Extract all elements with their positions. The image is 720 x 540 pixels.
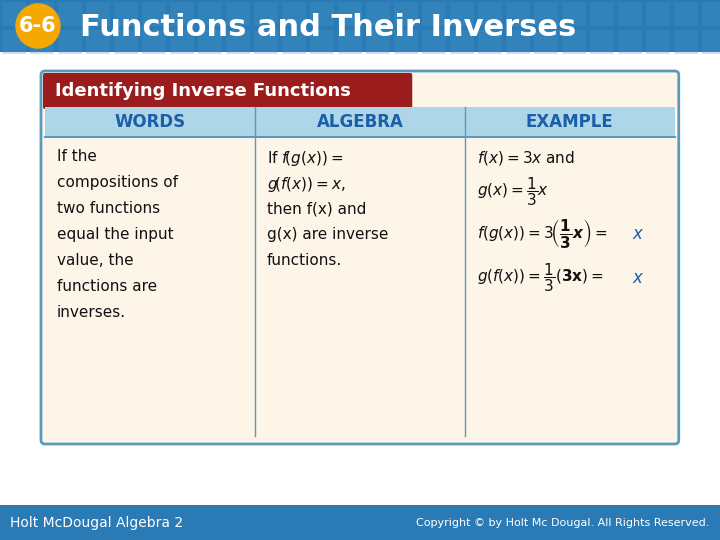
Bar bbox=[142, 2, 166, 26]
Bar bbox=[338, 30, 362, 54]
Bar bbox=[170, 2, 194, 26]
Bar bbox=[170, 30, 194, 54]
Text: compositions of: compositions of bbox=[57, 175, 178, 190]
Bar bbox=[58, 30, 82, 54]
Bar bbox=[702, 30, 720, 54]
Bar bbox=[618, 2, 642, 26]
Text: Holt McDougal Algebra 2: Holt McDougal Algebra 2 bbox=[10, 516, 183, 530]
Text: WORDS: WORDS bbox=[114, 113, 186, 131]
Bar bbox=[30, 2, 54, 26]
Bar bbox=[506, 30, 530, 54]
Bar bbox=[394, 2, 418, 26]
Text: value, the: value, the bbox=[57, 253, 134, 268]
Text: Functions and Their Inverses: Functions and Their Inverses bbox=[80, 14, 576, 43]
FancyBboxPatch shape bbox=[45, 107, 675, 137]
Bar bbox=[478, 30, 502, 54]
Bar bbox=[58, 2, 82, 26]
Bar bbox=[282, 30, 306, 54]
Bar bbox=[478, 2, 502, 26]
Bar bbox=[674, 30, 698, 54]
Bar bbox=[114, 2, 138, 26]
Bar bbox=[198, 30, 222, 54]
Bar bbox=[86, 30, 110, 54]
Text: $x$: $x$ bbox=[631, 269, 644, 287]
Text: 6-6: 6-6 bbox=[19, 16, 57, 36]
FancyBboxPatch shape bbox=[0, 0, 720, 52]
Bar bbox=[338, 2, 362, 26]
Bar bbox=[226, 2, 250, 26]
Bar bbox=[114, 30, 138, 54]
Bar bbox=[562, 2, 586, 26]
Text: $g(x) = \dfrac{1}{3}x$: $g(x) = \dfrac{1}{3}x$ bbox=[477, 175, 549, 208]
Text: Identifying Inverse Functions: Identifying Inverse Functions bbox=[55, 82, 351, 100]
Bar bbox=[366, 30, 390, 54]
Text: two functions: two functions bbox=[57, 201, 160, 216]
Bar bbox=[86, 2, 110, 26]
Text: If $f\!\left(g(x)\right) =$: If $f\!\left(g(x)\right) =$ bbox=[267, 149, 343, 168]
Text: equal the input: equal the input bbox=[57, 227, 174, 242]
Bar bbox=[534, 30, 558, 54]
Bar bbox=[674, 2, 698, 26]
Bar bbox=[590, 30, 613, 54]
Bar bbox=[282, 2, 306, 26]
Bar bbox=[450, 30, 474, 54]
Bar bbox=[422, 30, 446, 54]
Text: $f(g(x)) = 3\!\left(\dfrac{\mathbf{1}}{\mathbf{3}}\boldsymbol{x}\right) = $: $f(g(x)) = 3\!\left(\dfrac{\mathbf{1}}{\… bbox=[477, 217, 607, 249]
FancyBboxPatch shape bbox=[41, 71, 679, 444]
Text: inverses.: inverses. bbox=[57, 305, 126, 320]
Bar bbox=[310, 30, 334, 54]
Bar bbox=[366, 2, 390, 26]
Text: $f(x) = 3x$ and: $f(x) = 3x$ and bbox=[477, 149, 575, 167]
Bar bbox=[702, 2, 720, 26]
Bar bbox=[142, 30, 166, 54]
Text: $g(f(x)) = \dfrac{1}{3}(\mathbf{3x}) = $: $g(f(x)) = \dfrac{1}{3}(\mathbf{3x}) = $ bbox=[477, 261, 603, 294]
Bar bbox=[646, 30, 670, 54]
Bar bbox=[310, 2, 334, 26]
Text: ALGEBRA: ALGEBRA bbox=[316, 113, 403, 131]
Text: $g\!\left(f(x)\right) = x,$: $g\!\left(f(x)\right) = x,$ bbox=[267, 175, 346, 194]
Bar bbox=[590, 2, 613, 26]
Text: then f(x) and: then f(x) and bbox=[267, 201, 366, 216]
Text: functions.: functions. bbox=[267, 253, 342, 268]
Text: If the: If the bbox=[57, 149, 97, 164]
Bar bbox=[30, 30, 54, 54]
Bar bbox=[534, 2, 558, 26]
Text: functions are: functions are bbox=[57, 279, 157, 294]
FancyBboxPatch shape bbox=[43, 73, 413, 109]
Bar bbox=[562, 30, 586, 54]
Bar bbox=[254, 2, 278, 26]
Bar bbox=[394, 30, 418, 54]
Text: Copyright © by Holt Mc Dougal. All Rights Reserved.: Copyright © by Holt Mc Dougal. All Right… bbox=[416, 517, 710, 528]
Bar bbox=[198, 2, 222, 26]
FancyBboxPatch shape bbox=[0, 52, 720, 540]
Bar bbox=[450, 2, 474, 26]
Bar bbox=[618, 30, 642, 54]
Bar bbox=[646, 2, 670, 26]
Text: EXAMPLE: EXAMPLE bbox=[526, 113, 613, 131]
Bar bbox=[506, 2, 530, 26]
Bar bbox=[2, 2, 26, 26]
Circle shape bbox=[16, 4, 60, 48]
Text: g(x) are inverse: g(x) are inverse bbox=[267, 227, 388, 242]
Bar bbox=[2, 30, 26, 54]
FancyBboxPatch shape bbox=[0, 505, 720, 540]
Text: $x$: $x$ bbox=[631, 225, 644, 242]
Bar bbox=[422, 2, 446, 26]
Bar bbox=[226, 30, 250, 54]
Bar bbox=[254, 30, 278, 54]
